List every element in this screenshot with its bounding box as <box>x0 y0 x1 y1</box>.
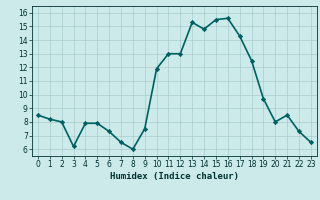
X-axis label: Humidex (Indice chaleur): Humidex (Indice chaleur) <box>110 172 239 181</box>
